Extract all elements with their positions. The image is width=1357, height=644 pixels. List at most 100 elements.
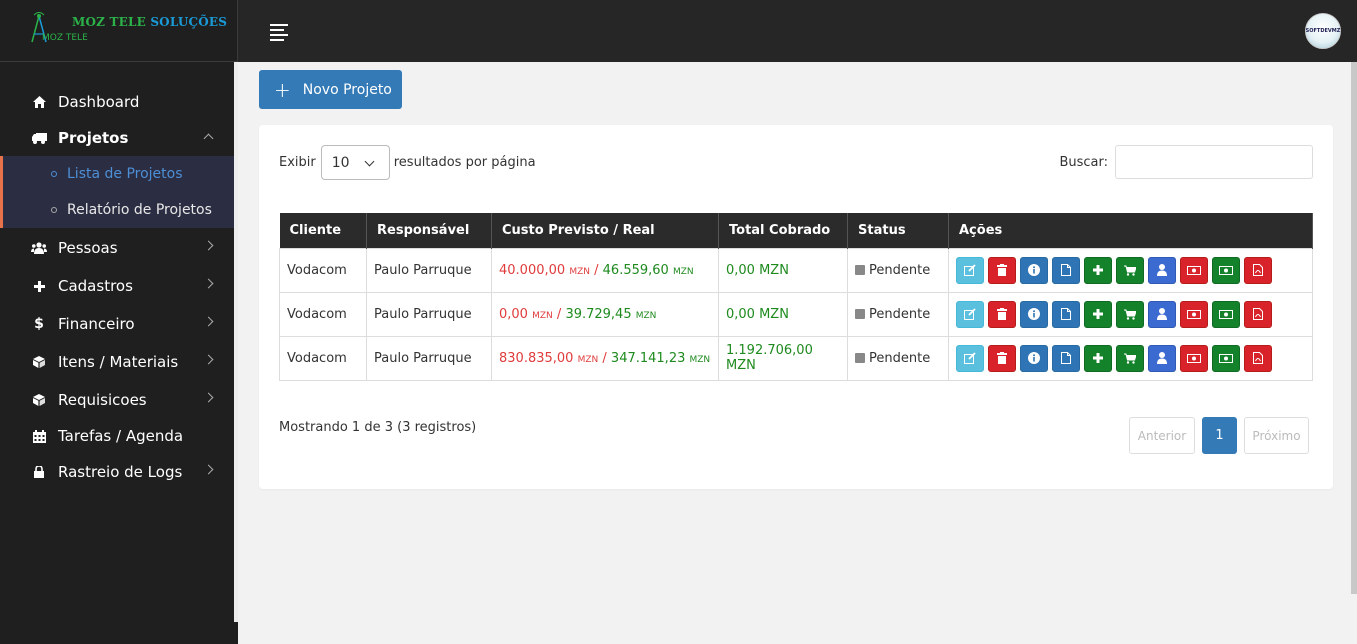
- table-row: Vodacom Paulo Parruque 40.000,00 MZN / 46.…: [279, 247, 1313, 293]
- pagination-next-button[interactable]: Próximo: [1244, 417, 1309, 454]
- projetos-submenu: Lista de Projetos Relatório de Projetos: [0, 156, 234, 228]
- pagination-page-1[interactable]: 1: [1202, 417, 1237, 454]
- add-button[interactable]: [1084, 256, 1112, 284]
- plus-icon: [1093, 353, 1103, 363]
- receipt-button[interactable]: [1212, 256, 1240, 284]
- info-button[interactable]: [1020, 300, 1048, 328]
- cart-button[interactable]: [1116, 300, 1144, 328]
- delete-button[interactable]: [988, 256, 1016, 284]
- antenna-logo-icon: [31, 12, 47, 43]
- info-button[interactable]: [1020, 256, 1048, 284]
- submenu-item-lista-projetos[interactable]: Lista de Projetos: [3, 156, 234, 192]
- receipt-button[interactable]: [1212, 300, 1240, 328]
- payment-button[interactable]: [1180, 256, 1208, 284]
- sidebar-item-cadastros[interactable]: Cadastros: [0, 268, 238, 304]
- money-icon: [1219, 353, 1233, 363]
- sidebar-item-pessoas[interactable]: Pessoas: [0, 230, 238, 266]
- sidebar-item-tarefas-agenda[interactable]: Tarefas / Agenda: [0, 418, 238, 454]
- sidebar-item-itens-materiais[interactable]: Itens / Materiais: [0, 344, 238, 380]
- column-header-cliente[interactable]: Cliente: [279, 213, 367, 248]
- trash-icon: [997, 308, 1007, 320]
- search-input[interactable]: [1115, 145, 1313, 179]
- page-scrollbar[interactable]: [1351, 62, 1357, 594]
- cube-icon: [30, 356, 48, 368]
- column-header-status[interactable]: Status: [847, 213, 949, 248]
- row-actions: [956, 344, 1305, 372]
- plus-icon: [1093, 265, 1103, 275]
- pdf-button[interactable]: [1244, 256, 1272, 284]
- new-project-button[interactable]: + Novo Projeto: [259, 70, 402, 109]
- user-button[interactable]: [1148, 300, 1176, 328]
- trash-icon: [997, 352, 1007, 364]
- sidebar-item-rastreio-logs[interactable]: Rastreio de Logs: [0, 454, 238, 490]
- payment-button[interactable]: [1180, 344, 1208, 372]
- cell-cliente: Vodacom: [279, 291, 367, 337]
- cart-button[interactable]: [1116, 256, 1144, 284]
- cost-forecast: 830.835,00 MZN: [499, 350, 599, 366]
- info-icon: [1028, 352, 1040, 364]
- topbar: SOFTDEVMZ: [238, 0, 1357, 62]
- column-header-acoes[interactable]: Ações: [948, 213, 1313, 248]
- sidebar-item-requisicoes[interactable]: Requisicoes: [0, 382, 238, 418]
- page-size-select[interactable]: 10: [320, 145, 390, 180]
- sidebar-item-financeiro[interactable]: $ Financeiro: [0, 306, 238, 342]
- cell-cliente: Vodacom: [279, 335, 367, 381]
- pdf-icon: [1253, 352, 1263, 364]
- search-label: Buscar:: [1059, 154, 1108, 170]
- chevron-right-icon: [203, 354, 214, 365]
- sidebar-item-label: Cadastros: [58, 277, 133, 295]
- cart-button[interactable]: [1116, 344, 1144, 372]
- cost-separator: /: [602, 350, 607, 366]
- pdf-button[interactable]: [1244, 300, 1272, 328]
- add-button[interactable]: [1084, 300, 1112, 328]
- sidebar-item-projetos[interactable]: Projetos: [0, 120, 238, 156]
- menu-toggle-icon[interactable]: [270, 24, 288, 41]
- trash-icon: [997, 264, 1007, 276]
- cube-icon: [30, 394, 48, 406]
- receipt-button[interactable]: [1212, 344, 1240, 372]
- cost-actual: 39.729,45 MZN: [565, 306, 657, 322]
- edit-icon: [964, 352, 976, 364]
- column-header-custo[interactable]: Custo Previsto / Real: [491, 213, 719, 248]
- document-button[interactable]: [1052, 256, 1080, 284]
- edit-button[interactable]: [956, 256, 984, 284]
- status-badge: Pendente: [869, 262, 931, 278]
- pdf-button[interactable]: [1244, 344, 1272, 372]
- info-button[interactable]: [1020, 344, 1048, 372]
- sidebar: MOZ TELE SOLUÇÕES MOZ TELE Dashboard Pro…: [0, 0, 238, 644]
- sidebar-item-label: Dashboard: [58, 93, 140, 111]
- chevron-right-icon: [203, 316, 214, 327]
- user-button[interactable]: [1148, 256, 1176, 284]
- table-row: Vodacom Paulo Parruque 0,00 MZN / 39.729,4…: [279, 291, 1313, 337]
- document-button[interactable]: [1052, 300, 1080, 328]
- pdf-icon: [1253, 264, 1263, 276]
- user-button[interactable]: [1148, 344, 1176, 372]
- cell-responsavel: Paulo Parruque: [366, 291, 492, 337]
- plus-icon: [1093, 309, 1103, 319]
- edit-button[interactable]: [956, 300, 984, 328]
- cost-forecast: 0,00 MZN: [499, 306, 553, 322]
- add-button[interactable]: [1084, 344, 1112, 372]
- column-header-responsavel[interactable]: Responsável: [366, 213, 492, 248]
- bullet-icon: [51, 171, 57, 177]
- sidebar-scrollbar[interactable]: [234, 62, 238, 622]
- status-badge: Pendente: [869, 306, 931, 322]
- truck-icon: [30, 132, 48, 144]
- cost-separator: /: [594, 262, 599, 278]
- payment-button[interactable]: [1180, 300, 1208, 328]
- column-header-total-cobrado[interactable]: Total Cobrado: [718, 213, 848, 248]
- cell-acoes: [948, 247, 1313, 293]
- delete-button[interactable]: [988, 300, 1016, 328]
- submenu-item-relatorio-projetos[interactable]: Relatório de Projetos: [3, 192, 234, 228]
- user-avatar[interactable]: SOFTDEVMZ: [1305, 13, 1341, 49]
- pagination-previous-button[interactable]: Anterior: [1129, 417, 1195, 454]
- brand-logo[interactable]: MOZ TELE SOLUÇÕES MOZ TELE: [0, 0, 238, 62]
- delete-button[interactable]: [988, 344, 1016, 372]
- document-button[interactable]: [1052, 344, 1080, 372]
- projects-table: Cliente Responsável Custo Previsto / Rea…: [279, 213, 1313, 381]
- edit-button[interactable]: [956, 344, 984, 372]
- sidebar-item-dashboard[interactable]: Dashboard: [0, 84, 238, 120]
- cell-cliente: Vodacom: [279, 247, 367, 293]
- cell-custo: 40.000,00 MZN / 46.559,60 MZN: [491, 247, 719, 293]
- status-square-icon: [855, 353, 865, 363]
